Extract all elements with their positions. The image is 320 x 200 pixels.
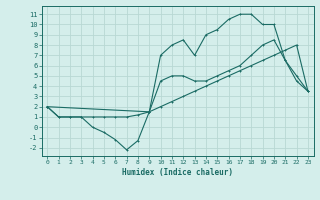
X-axis label: Humidex (Indice chaleur): Humidex (Indice chaleur)	[122, 168, 233, 177]
